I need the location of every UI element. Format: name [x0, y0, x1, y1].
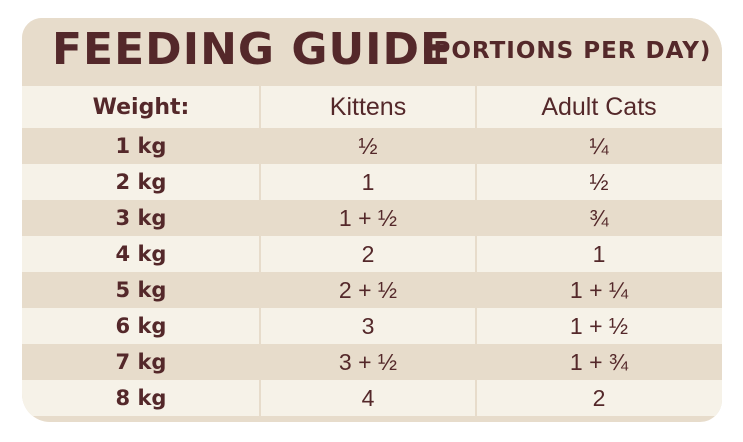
header-adult-cats: Adult Cats — [541, 92, 657, 121]
adult-cats-cell: 1 + ¾ — [569, 348, 629, 375]
table-row: 4 kg 2 1 — [22, 236, 722, 272]
table-row: 3 kg 1 + ½ ¾ — [22, 200, 722, 236]
kittens-cell: 1 + ½ — [338, 204, 398, 231]
feeding-table: Weight: Kittens Adult Cats 1 kg ½ ¼ 2 kg… — [22, 86, 722, 422]
weight-cell: 5 kg — [115, 278, 167, 302]
table-row: 2 kg 1 ½ — [22, 164, 722, 200]
kittens-cell: 3 + ½ — [338, 348, 398, 375]
column-divider — [259, 86, 261, 422]
column-divider — [475, 86, 477, 422]
kittens-cell: 1 — [361, 168, 375, 195]
adult-cats-cell: ½ — [589, 168, 609, 195]
weight-cell: 3 kg — [115, 206, 167, 230]
table-row: 7 kg 3 + ½ 1 + ¾ — [22, 344, 722, 380]
feeding-guide-card: FEEDING GUIDE (PORTIONS PER DAY) Weight:… — [22, 18, 722, 422]
adult-cats-cell: 1 + ½ — [569, 312, 629, 339]
weight-cell: 8 kg — [115, 386, 167, 410]
page-subtitle: (PORTIONS PER DAY) — [422, 38, 712, 64]
table-row: 8 kg 4 2 — [22, 380, 722, 416]
table-row: 5 kg 2 + ½ 1 + ¼ — [22, 272, 722, 308]
adult-cats-cell: ¾ — [589, 204, 609, 231]
adult-cats-cell: 1 — [592, 240, 606, 267]
kittens-cell: 4 — [361, 384, 375, 411]
header-kittens: Kittens — [329, 92, 407, 121]
kittens-cell: 2 — [361, 240, 375, 267]
table-row: 1 kg ½ ¼ — [22, 128, 722, 164]
kittens-cell: 3 — [361, 312, 375, 339]
table-row: 6 kg 3 1 + ½ — [22, 308, 722, 344]
table-header-row: Weight: Kittens Adult Cats — [22, 86, 722, 128]
adult-cats-cell: 1 + ¼ — [569, 276, 629, 303]
adult-cats-cell: 2 — [592, 384, 606, 411]
header-weight: Weight: — [92, 94, 190, 120]
weight-cell: 1 kg — [115, 134, 167, 158]
page-title: FEEDING GUIDE — [52, 24, 452, 75]
weight-cell: 4 kg — [115, 242, 167, 266]
title-band: FEEDING GUIDE (PORTIONS PER DAY) — [22, 18, 722, 86]
kittens-cell: 2 + ½ — [338, 276, 398, 303]
weight-cell: 6 kg — [115, 314, 167, 338]
kittens-cell: ½ — [358, 132, 378, 159]
weight-cell: 2 kg — [115, 170, 167, 194]
weight-cell: 7 kg — [115, 350, 167, 374]
adult-cats-cell: ¼ — [589, 132, 609, 159]
